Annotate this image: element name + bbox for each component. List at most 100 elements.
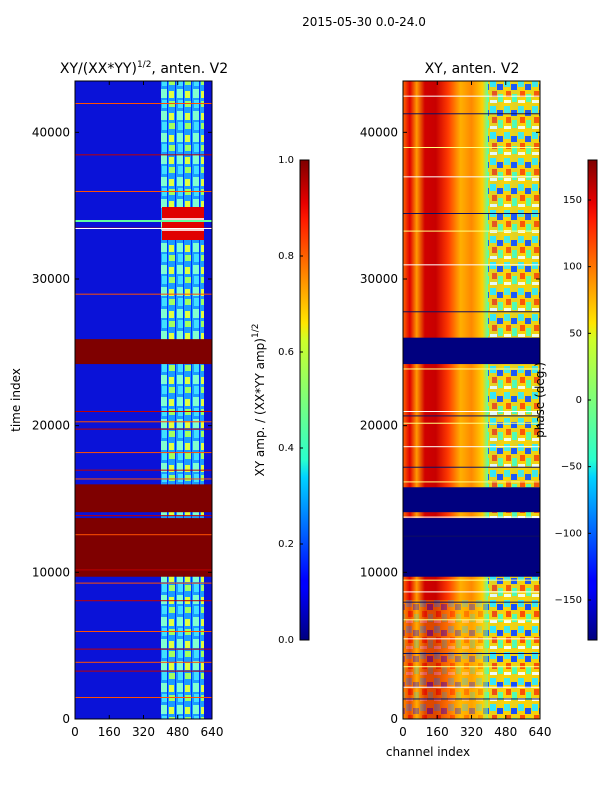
amplitude-x-tick-label: 160	[98, 725, 121, 739]
amplitude-saturated-bands	[75, 339, 212, 577]
amplitude-y-tick-label: 10000	[32, 565, 70, 579]
amplitude-flag-line	[75, 569, 212, 571]
amplitude-colorbar-ticks: 0.0 0.2 0.4 0.6 0.8 1.0	[278, 155, 303, 646]
amplitude-flag-line	[75, 670, 212, 672]
amplitude-flag-line	[75, 220, 212, 222]
phase-x-tick-label: 160	[426, 725, 449, 739]
phase-colorbar-tick-label: 100	[563, 262, 582, 273]
amplitude-y-tick-label: 30000	[32, 272, 70, 286]
amplitude-colorbar-tick-label: 0.0	[278, 635, 294, 646]
amplitude-flag-line	[75, 411, 212, 412]
phase-y-tick-label: 30000	[360, 272, 398, 286]
amplitude-colorbar: 0.0 0.2 0.4 0.6 0.8 1.0 XY amp. / (XX*YY amp)…	[251, 155, 310, 646]
amplitude-flagged-band	[75, 339, 212, 365]
phase-colorbar-tick-label: 150	[563, 195, 582, 206]
amplitude-flag-line	[75, 697, 212, 698]
phase-heatmap	[403, 81, 540, 719]
amplitude-y-tick-label: 40000	[32, 125, 70, 139]
phase-flag-line	[403, 415, 540, 417]
phase-flagged-bands	[403, 337, 540, 577]
phase-flag-line	[403, 264, 540, 266]
amplitude-y-axis-label: time index	[9, 368, 23, 432]
phase-flag-line	[403, 113, 540, 115]
amplitude-flag-line	[75, 478, 212, 480]
phase-flag-line	[403, 446, 540, 448]
channel-axis-label: channel index	[386, 745, 470, 759]
amplitude-colorbar-tick-label: 0.8	[278, 251, 294, 262]
phase-flag-line	[403, 481, 540, 483]
amplitude-x-tick-label: 320	[132, 725, 155, 739]
phase-colorbar-gradient	[588, 160, 597, 640]
phase-colorbar-ticks: 150 100 50 0 −50 −100 −150	[555, 195, 591, 606]
phase-flag-line	[403, 601, 540, 603]
amplitude-colorbar-gradient	[300, 160, 309, 640]
amplitude-flag-line	[75, 600, 212, 602]
amplitude-x-tick-label: 0	[71, 725, 79, 739]
amplitude-active-channels	[161, 81, 204, 719]
amplitude-colorbar-label: XY amp. / (XX*YY amp)1/2	[251, 324, 267, 477]
phase-flag-line	[403, 516, 540, 518]
phase-flag-line	[403, 230, 540, 232]
amplitude-panel: XY/(XX*YY)1/2, anten. V2 0 160 320 480 640 0 1…	[9, 60, 228, 739]
phase-flag-line	[403, 591, 540, 593]
amplitude-y-tick-label: 20000	[32, 419, 70, 433]
phase-flagged-band	[403, 518, 540, 577]
amplitude-colorbar-tick-label: 0.6	[278, 347, 294, 358]
phase-flag-line	[403, 176, 540, 178]
amplitude-heatmap	[75, 81, 212, 719]
amplitude-bright-cells	[75, 207, 212, 240]
phase-axes: 0 160 320 480 640 0 10000 20000 30000 40000	[360, 81, 552, 739]
phase-y-tick-label: 0	[390, 712, 398, 726]
amplitude-flag-line	[75, 515, 212, 517]
figure-suptitle: 2015-05-30 0.0-24.0	[302, 15, 426, 29]
phase-flag-line	[403, 213, 540, 214]
phase-flag-line	[403, 638, 540, 640]
amplitude-flag-line	[75, 293, 212, 295]
phase-y-tick-label: 20000	[360, 419, 398, 433]
phase-flag-line	[403, 368, 540, 370]
phase-colorbar-tick-label: 0	[576, 395, 582, 406]
amplitude-flagged-band	[75, 484, 212, 513]
amplitude-flag-line	[75, 534, 212, 536]
amplitude-colorbar-tick-label: 0.4	[278, 443, 294, 454]
amplitude-hot-block-gap	[162, 229, 204, 231]
phase-panel: XY, anten. V2 0 160 320 480 640 0 10000 20000 30…	[360, 61, 552, 759]
amplitude-axes: 0 160 320 480 640 0 10000 20000 30000 40000	[32, 81, 223, 739]
phase-flag-line	[403, 619, 540, 621]
phase-low-time-texture	[403, 600, 540, 719]
phase-flagged-band	[403, 487, 540, 513]
amplitude-colorbar-tick-label: 0.2	[278, 539, 294, 550]
phase-panel-title: XY, anten. V2	[425, 61, 520, 77]
amplitude-y-tick-label: 0	[62, 712, 70, 726]
amplitude-flag-line	[75, 469, 212, 471]
amplitude-hot-block-gap	[162, 218, 204, 221]
phase-flag-line	[403, 147, 540, 148]
phase-flagged-band	[403, 337, 540, 365]
phase-x-tick-label: 0	[399, 725, 407, 739]
phase-colorbar-tick-label: −100	[555, 528, 582, 539]
phase-x-tick-label: 640	[529, 725, 552, 739]
phase-x-tick-label: 320	[460, 725, 483, 739]
amplitude-flag-line	[75, 631, 212, 632]
phase-colorbar: 150 100 50 0 −50 −100 −150 phase (deg.)	[533, 159, 598, 641]
amplitude-flagged-band	[75, 518, 212, 577]
phase-flag-line	[403, 95, 540, 97]
amplitude-flag-line	[75, 648, 212, 650]
phase-flag-line	[403, 466, 540, 468]
phase-flag-line	[403, 686, 540, 688]
phase-colorbar-tick-label: −50	[561, 462, 582, 473]
amplitude-x-tick-label: 480	[166, 725, 189, 739]
amplitude-flag-line	[75, 582, 212, 584]
amplitude-flag-line	[75, 428, 212, 430]
amplitude-flag-line	[75, 421, 212, 423]
phase-colorbar-label: phase (deg.)	[533, 362, 547, 438]
amplitude-flag-line	[75, 228, 212, 229]
amplitude-colorbar-tick-label: 1.0	[278, 155, 294, 166]
phase-flag-line	[403, 422, 540, 424]
amplitude-flag-line	[75, 103, 212, 104]
amplitude-flag-line	[75, 452, 212, 454]
phase-y-tick-label: 10000	[360, 565, 398, 579]
phase-flag-line	[403, 535, 540, 537]
phase-flag-line	[403, 653, 540, 654]
